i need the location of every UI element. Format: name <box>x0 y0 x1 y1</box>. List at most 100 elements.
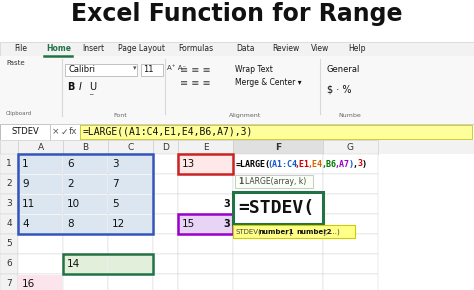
Bar <box>0 274 18 290</box>
Text: (A1:C4: (A1:C4 <box>267 160 298 168</box>
Text: ,B6: ,B6 <box>321 160 337 168</box>
Bar <box>233 225 355 238</box>
Bar <box>323 154 378 174</box>
Bar <box>109 255 153 273</box>
Bar <box>323 234 378 254</box>
Text: C: C <box>128 142 134 151</box>
Text: Formulas: Formulas <box>178 44 213 53</box>
Bar <box>18 215 63 233</box>
Bar <box>153 254 178 274</box>
Text: ▾: ▾ <box>133 65 137 71</box>
Bar <box>233 154 323 174</box>
Bar <box>63 234 108 254</box>
Bar <box>18 175 63 193</box>
Text: Home: Home <box>46 44 71 53</box>
Text: 6: 6 <box>67 159 73 169</box>
Text: Numbe: Numbe <box>338 113 361 118</box>
Bar <box>235 175 313 188</box>
Bar <box>178 154 233 174</box>
Bar <box>0 174 18 194</box>
Bar <box>18 154 153 234</box>
Bar <box>108 234 153 254</box>
Bar <box>178 194 233 214</box>
Bar <box>0 154 18 174</box>
Bar <box>233 174 323 194</box>
Bar <box>63 174 108 194</box>
Text: 1: 1 <box>238 177 243 186</box>
Text: B: B <box>82 142 89 151</box>
Bar <box>178 214 233 234</box>
Bar <box>108 214 153 234</box>
Bar <box>63 154 108 174</box>
Text: Merge & Center ▾: Merge & Center ▾ <box>235 78 301 87</box>
Text: 8: 8 <box>67 219 73 229</box>
Bar <box>64 155 108 173</box>
Text: 4: 4 <box>22 219 28 229</box>
Text: A⁺ A⁻: A⁺ A⁻ <box>167 65 186 71</box>
Bar <box>18 214 63 234</box>
Text: D: D <box>162 142 169 151</box>
Text: 3: 3 <box>357 160 363 168</box>
Text: Clipboard: Clipboard <box>6 111 32 116</box>
Bar <box>18 234 63 254</box>
Bar <box>108 274 153 290</box>
Bar <box>64 195 108 213</box>
Text: fx: fx <box>69 128 77 137</box>
Text: I: I <box>79 82 82 92</box>
Bar <box>80 125 472 139</box>
Bar <box>0 254 18 274</box>
Text: STDEV: STDEV <box>11 128 39 137</box>
Text: Calibri: Calibri <box>69 65 96 74</box>
Text: 3: 3 <box>112 159 118 169</box>
Text: 4: 4 <box>6 220 12 229</box>
Text: =STDEV(: =STDEV( <box>238 199 314 217</box>
Bar <box>178 140 233 154</box>
Bar <box>153 234 178 254</box>
Bar <box>233 140 323 154</box>
Bar <box>108 174 153 194</box>
Bar <box>153 274 178 290</box>
Bar <box>323 214 378 234</box>
Bar <box>179 155 233 173</box>
Bar <box>233 192 323 224</box>
Bar <box>108 254 153 274</box>
Bar <box>18 275 63 290</box>
Bar <box>233 194 323 214</box>
Bar <box>0 194 18 214</box>
Bar <box>323 274 378 290</box>
Text: 1: 1 <box>6 160 12 168</box>
Text: 13: 13 <box>182 159 195 169</box>
Text: number1: number1 <box>259 229 294 235</box>
Text: 14: 14 <box>67 259 80 269</box>
Bar <box>63 274 108 290</box>
Text: 2: 2 <box>67 179 73 189</box>
Bar <box>109 195 153 213</box>
Text: View: View <box>311 44 329 53</box>
Bar <box>65 64 137 76</box>
Bar <box>109 155 153 173</box>
Bar <box>108 140 153 154</box>
Text: 2: 2 <box>6 180 12 188</box>
Text: 5: 5 <box>112 199 118 209</box>
Text: LARGE(array, k): LARGE(array, k) <box>245 177 306 186</box>
Text: ): ) <box>348 160 354 168</box>
Text: 3: 3 <box>6 200 12 209</box>
Bar <box>178 274 233 290</box>
Bar <box>18 194 63 214</box>
Text: ≡ ≡ ≡: ≡ ≡ ≡ <box>180 78 210 88</box>
Bar <box>323 174 378 194</box>
Bar <box>233 214 323 234</box>
Text: 3: 3 <box>223 199 230 209</box>
Text: 1: 1 <box>22 159 28 169</box>
Bar <box>0 140 474 154</box>
Text: 10: 10 <box>67 199 80 209</box>
Bar <box>63 214 108 234</box>
Bar <box>108 194 153 214</box>
Bar <box>18 155 63 173</box>
Bar <box>18 140 63 154</box>
Bar <box>323 140 378 154</box>
Bar <box>178 174 233 194</box>
Bar <box>0 124 50 140</box>
Bar <box>0 234 18 254</box>
Text: E: E <box>203 142 208 151</box>
